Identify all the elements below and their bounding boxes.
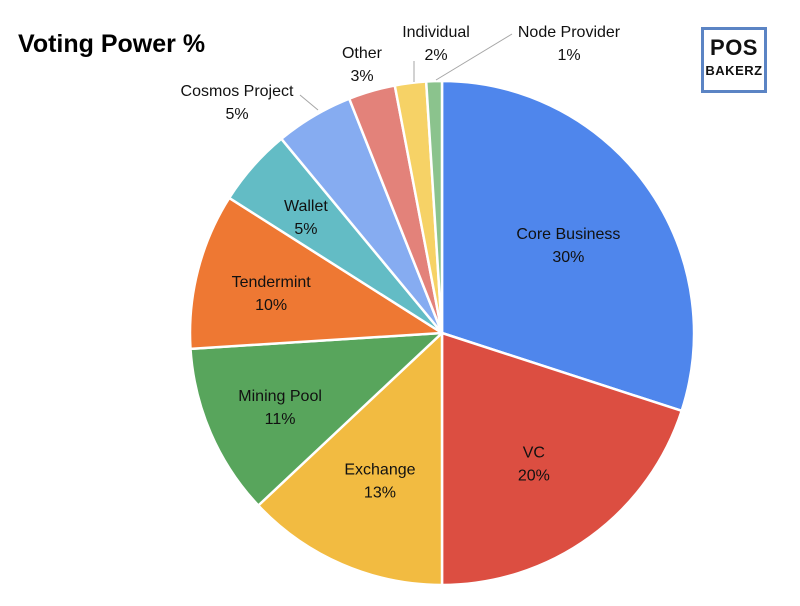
pos-bakerz-logo: POS BAKERZ <box>701 27 767 93</box>
pie-leader-lines <box>299 33 513 111</box>
slice-value-cosmos-project: 5% <box>225 106 248 123</box>
slice-label-vc: VC <box>523 444 545 461</box>
slice-value-node-provider: 1% <box>557 47 580 64</box>
pie-slice-node-provider <box>424 79 444 335</box>
chart-title: Voting Power % <box>18 30 206 58</box>
slice-label-node-provider: Node Provider <box>518 24 621 41</box>
slice-label-core-business: Core Business <box>516 226 620 243</box>
slice-value-exchange: 13% <box>364 484 396 501</box>
slice-value-tendermint: 10% <box>255 297 287 314</box>
slice-value-individual: 2% <box>424 47 447 64</box>
pie-slice-mining-pool <box>189 331 444 507</box>
slice-label-wallet: Wallet <box>284 198 328 215</box>
slice-value-wallet: 5% <box>294 221 317 238</box>
slice-label-cosmos-project: Cosmos Project <box>181 83 294 100</box>
slice-label-tendermint: Tendermint <box>232 274 312 291</box>
slice-value-mining-pool: 11% <box>265 411 296 428</box>
logo-text-pos: POS <box>710 35 758 60</box>
slice-label-other: Other <box>342 45 383 62</box>
slice-label-individual: Individual <box>402 24 470 41</box>
slice-value-vc: 20% <box>518 467 550 484</box>
leader-line-cosmos-project <box>299 94 319 111</box>
pie-slice-exchange <box>257 331 444 587</box>
logo-text-bakerz: BAKERZ <box>705 63 763 78</box>
leader-line-node-provider <box>435 33 513 81</box>
pie-slice-vc <box>440 331 683 587</box>
slice-value-other: 3% <box>350 68 373 85</box>
pie-labels: Core Business 30% VC 20% Exchange 13% Mining P… <box>181 24 621 501</box>
slice-label-mining-pool: Mining Pool <box>238 388 322 405</box>
slice-label-exchange: Exchange <box>344 461 415 478</box>
slice-value-core-business: 30% <box>552 249 584 266</box>
pie-slices <box>188 79 696 587</box>
pie-slice-tendermint <box>188 196 444 351</box>
pie-slice-core-business <box>440 79 696 413</box>
